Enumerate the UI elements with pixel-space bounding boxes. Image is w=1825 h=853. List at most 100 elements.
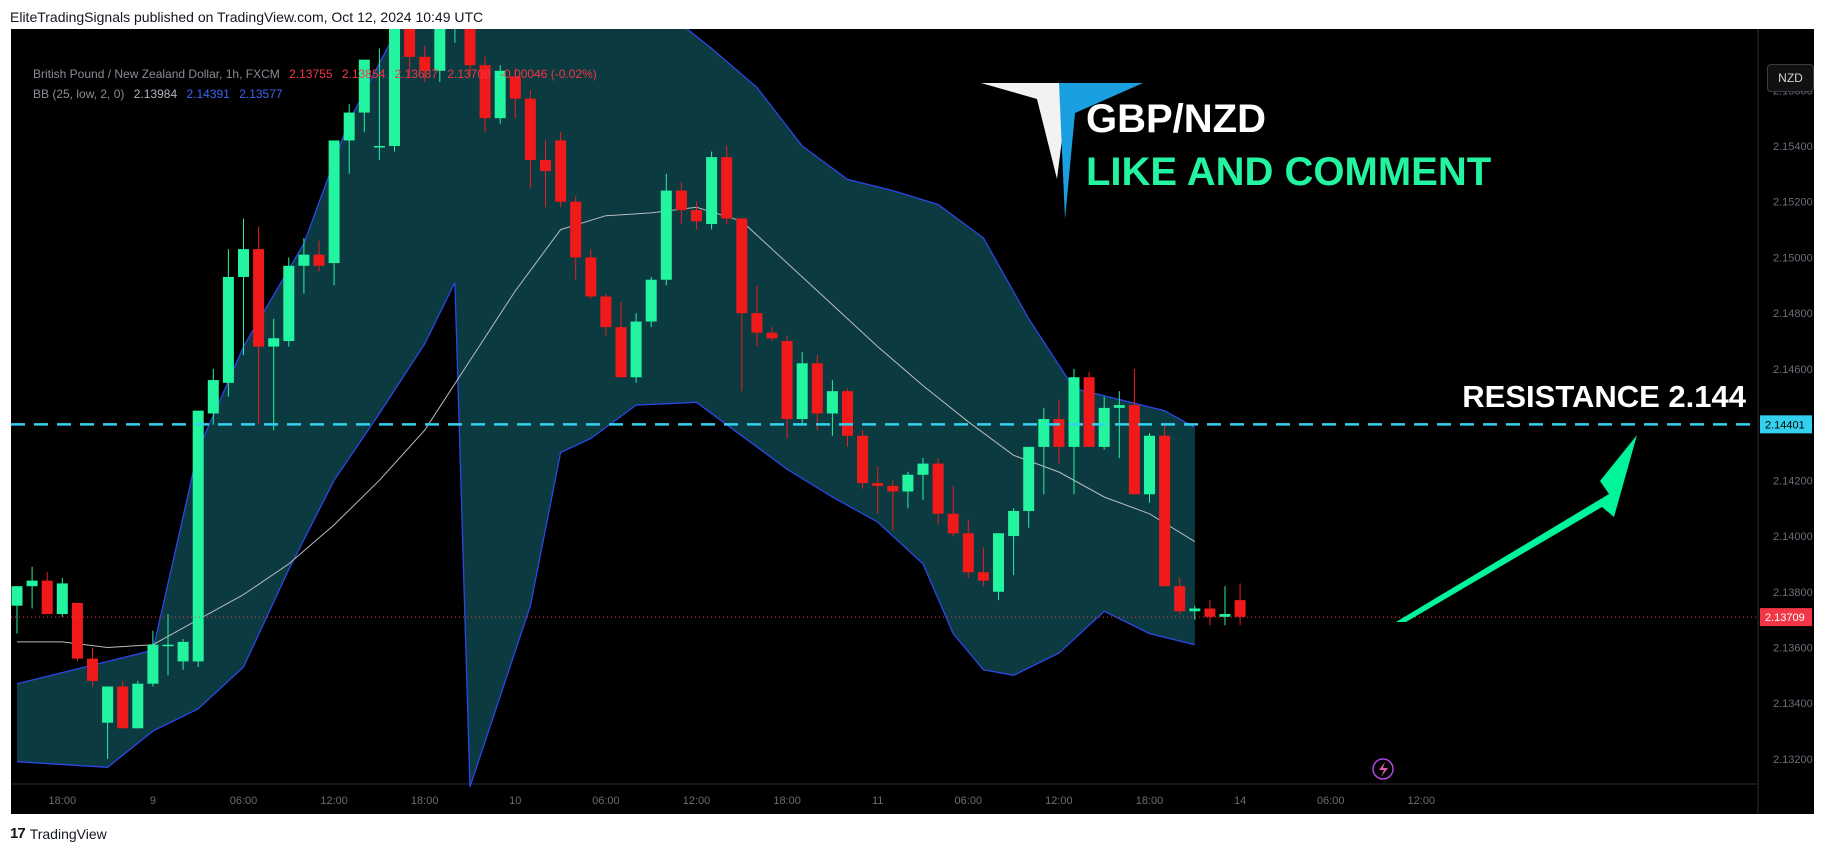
candle-body bbox=[1144, 435, 1155, 495]
candle bbox=[56, 577, 68, 617]
candle bbox=[102, 686, 114, 759]
candle bbox=[1144, 432, 1155, 503]
candle-body bbox=[1204, 608, 1216, 617]
candle bbox=[454, 29, 456, 43]
candle-body bbox=[524, 98, 536, 160]
candle-body bbox=[222, 276, 234, 383]
candle bbox=[1234, 583, 1246, 626]
tradingview-logo-icon: 17 bbox=[10, 825, 26, 842]
candle bbox=[1204, 600, 1216, 626]
resistance-label: RESISTANCE 2.144 bbox=[1462, 379, 1746, 414]
candle bbox=[1159, 424, 1171, 587]
last-price-label: 2.13709 bbox=[1765, 612, 1805, 624]
candle-body bbox=[706, 157, 718, 225]
candle bbox=[962, 519, 974, 578]
candle bbox=[1023, 446, 1035, 528]
resistance-price-label-bg bbox=[1760, 415, 1812, 434]
currency-button[interactable]: NZD bbox=[1767, 64, 1814, 92]
candle bbox=[691, 201, 702, 230]
candle bbox=[902, 471, 914, 509]
x-tick-label: 11 bbox=[872, 795, 883, 807]
candle bbox=[524, 90, 536, 188]
candle bbox=[207, 368, 219, 425]
candle bbox=[887, 480, 899, 531]
cta-text: LIKE AND COMMENT bbox=[1086, 150, 1491, 194]
candle bbox=[917, 458, 929, 500]
chart-area[interactable]: 2.13200 2.13400 2.13600 2.13800 2.14000 2.142… bbox=[11, 29, 1814, 814]
bb-upper-value: 2.14391 bbox=[186, 87, 230, 101]
candle bbox=[404, 29, 416, 77]
candle bbox=[1068, 368, 1080, 495]
y-tick-label: 2.14800 bbox=[1773, 308, 1813, 320]
pair-title: GBP/NZD bbox=[1086, 97, 1266, 141]
candle-body bbox=[298, 254, 310, 266]
candle-body bbox=[766, 332, 778, 339]
candle-body bbox=[162, 644, 174, 647]
y-tick-label: 2.15400 bbox=[1773, 141, 1813, 153]
ohlc-change: -0.00046 (-0.02%) bbox=[500, 67, 597, 81]
candle bbox=[117, 680, 129, 729]
x-tick-label: 06:00 bbox=[230, 795, 258, 807]
candle bbox=[600, 293, 612, 336]
chart-svg[interactable]: 2.13200 2.13400 2.13600 2.13800 2.14000 2.142… bbox=[11, 29, 1814, 814]
y-tick-label: 2.14000 bbox=[1773, 531, 1813, 543]
candle-body bbox=[147, 644, 159, 684]
candle-body bbox=[811, 363, 823, 414]
candle-body bbox=[977, 572, 989, 581]
x-tick-label: 18:00 bbox=[773, 795, 801, 807]
candle bbox=[766, 327, 778, 342]
candle-body bbox=[419, 56, 431, 71]
candle-body bbox=[540, 159, 551, 172]
candle bbox=[842, 388, 853, 447]
bollinger-lower-line bbox=[16, 282, 1195, 788]
candle-body bbox=[736, 218, 748, 314]
tradingview-brand: TradingView bbox=[29, 825, 107, 842]
candle bbox=[343, 104, 355, 174]
candle-body bbox=[1038, 419, 1050, 447]
x-tick-label: 12:00 bbox=[1408, 795, 1436, 807]
x-tick-label: 12:00 bbox=[1045, 795, 1073, 807]
candle-body bbox=[660, 190, 672, 280]
candle-body bbox=[751, 313, 763, 333]
x-tick-label: 9 bbox=[150, 795, 156, 807]
candle-body bbox=[1189, 608, 1201, 612]
bollinger-band-fill bbox=[17, 29, 1195, 787]
candle-body bbox=[313, 254, 325, 266]
candle-body bbox=[1098, 407, 1110, 447]
resistance-price-label: 2.14401 bbox=[1765, 419, 1805, 431]
candle bbox=[87, 647, 98, 687]
candle bbox=[555, 132, 567, 208]
candle-body bbox=[570, 201, 582, 258]
candle bbox=[298, 237, 310, 294]
candle bbox=[358, 59, 370, 133]
candle-body bbox=[358, 59, 370, 113]
x-tick-label: 12:00 bbox=[320, 795, 348, 807]
candle-body bbox=[796, 363, 808, 420]
candle bbox=[1128, 368, 1140, 495]
symbol-label: British Pound / New Zealand Dollar, 1h, … bbox=[33, 67, 280, 81]
candle-body bbox=[842, 391, 853, 436]
candle bbox=[464, 29, 476, 77]
candle bbox=[328, 140, 340, 286]
candle-body bbox=[464, 29, 476, 66]
x-tick-label: 12:00 bbox=[683, 795, 711, 807]
candle bbox=[1189, 605, 1201, 620]
y-tick-label: 2.15000 bbox=[1773, 252, 1813, 264]
candle bbox=[993, 533, 1004, 601]
candle-body bbox=[238, 249, 249, 277]
candle bbox=[192, 410, 204, 667]
candle-body bbox=[1219, 614, 1231, 617]
candle bbox=[373, 48, 385, 160]
candle-body bbox=[691, 210, 702, 222]
candle-body bbox=[41, 580, 53, 615]
candle-body bbox=[993, 533, 1004, 592]
candle bbox=[26, 566, 38, 609]
candle-body bbox=[509, 76, 521, 99]
candle bbox=[947, 485, 959, 537]
y-tick-label: 2.14600 bbox=[1773, 364, 1813, 376]
candle-body bbox=[26, 580, 38, 587]
last-price-label-bg bbox=[1760, 608, 1812, 627]
arrow-up-icon bbox=[1396, 435, 1637, 622]
candle bbox=[977, 547, 989, 587]
candle bbox=[751, 285, 763, 347]
